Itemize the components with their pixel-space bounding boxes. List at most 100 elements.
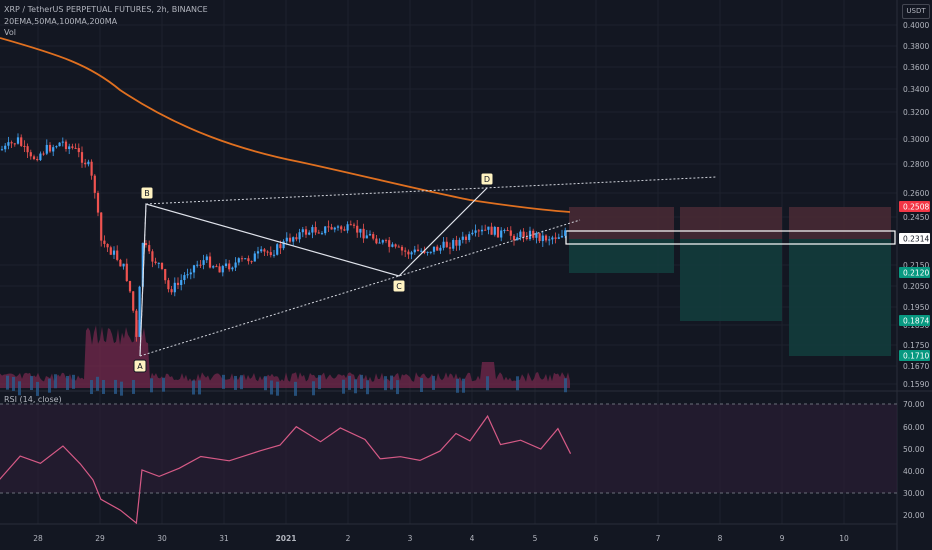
- candle-body: [116, 250, 119, 260]
- volume-histogram: [0, 320, 570, 396]
- upper-trendline[interactable]: [145, 176, 717, 205]
- candle-body: [365, 235, 368, 239]
- candle-body: [68, 146, 71, 150]
- candle-body: [96, 192, 100, 213]
- stop-loss-zone-1[interactable]: [569, 207, 674, 239]
- candle-body: [263, 249, 266, 252]
- candle-body: [560, 235, 564, 238]
- take-profit-zone-2[interactable]: [680, 239, 782, 321]
- price-tag-label: 0.2314: [903, 235, 929, 244]
- volume-bar-up: [390, 375, 393, 390]
- price-tag-label: 0.2120: [903, 269, 929, 278]
- price-axis-label: 0.3000: [903, 135, 929, 144]
- candle-body: [458, 239, 461, 246]
- candle-body: [23, 145, 26, 147]
- candle-body: [381, 240, 384, 243]
- candle-body: [266, 251, 269, 253]
- pattern-point-a[interactable]: A: [133, 359, 147, 373]
- candle-body: [320, 233, 324, 235]
- candle-body: [362, 228, 365, 239]
- currency-badge[interactable]: USDT: [902, 4, 930, 19]
- entry-box[interactable]: [565, 230, 896, 245]
- candle-body: [410, 252, 413, 255]
- candle-body: [167, 280, 170, 290]
- volume-bar-up: [66, 375, 69, 390]
- candle-body: [90, 161, 93, 176]
- pattern-point-b[interactable]: B: [140, 186, 154, 200]
- candle-body: [135, 310, 138, 337]
- candle-body: [372, 234, 375, 239]
- candle-body: [112, 250, 116, 255]
- volume-bar-up: [264, 376, 267, 391]
- candle-body: [423, 250, 426, 253]
- candlesticks: [0, 133, 567, 342]
- candle-body: [180, 280, 183, 285]
- time-axis-label: 30: [157, 534, 167, 543]
- pattern-point-box: [392, 279, 406, 293]
- candle-body: [52, 147, 55, 152]
- rsi-line: [0, 414, 572, 525]
- candle-body: [212, 266, 215, 268]
- candle-body: [551, 237, 554, 240]
- time-axis-label: 5: [533, 534, 538, 543]
- candle-body: [237, 258, 240, 263]
- candle-body: [109, 247, 112, 255]
- candle-body: [196, 264, 199, 266]
- volume-bar-up: [366, 380, 369, 395]
- price-tag-label: 0.1710: [903, 352, 929, 361]
- candle-body: [487, 226, 490, 230]
- time-axis-label: 28: [33, 534, 43, 543]
- price-tag: 0.1710: [899, 350, 930, 361]
- candle-body: [285, 237, 288, 242]
- volume-bar-up: [48, 378, 51, 393]
- candle-body: [484, 229, 487, 231]
- candle-body: [564, 230, 567, 236]
- stop-loss-zone-3[interactable]: [789, 207, 891, 239]
- volume-area: [0, 320, 570, 388]
- candle-body: [164, 269, 167, 281]
- take-profit-zone-3[interactable]: [789, 239, 891, 356]
- volume-bar-up: [240, 375, 243, 390]
- candle-body: [144, 243, 148, 246]
- stop-loss-zone-2[interactable]: [680, 207, 782, 239]
- candle-body: [186, 274, 189, 276]
- abcd-legs[interactable]: [139, 187, 488, 357]
- ab-dotted: [139, 203, 147, 357]
- candle-body: [231, 267, 234, 270]
- candle-body: [407, 251, 410, 255]
- candle-body: [503, 230, 506, 232]
- candle-body: [519, 231, 522, 238]
- candle-body: [240, 258, 244, 260]
- rsi-axis-label: 40.00: [903, 467, 925, 476]
- pattern-point-c[interactable]: C: [392, 279, 406, 293]
- candle-body: [205, 256, 208, 261]
- candle-body: [432, 246, 436, 252]
- candle-body: [464, 236, 468, 240]
- candle-body: [7, 142, 10, 146]
- pattern-point-label: C: [396, 282, 402, 291]
- abcd-pattern-drawing[interactable]: A B C D: [133, 172, 717, 373]
- risk-reward-zones[interactable]: [565, 207, 896, 356]
- candle-body: [340, 226, 343, 230]
- candle-body: [42, 153, 45, 155]
- price-tag-bg: [899, 350, 930, 361]
- volume-bar-up: [354, 379, 357, 394]
- candle-body: [304, 229, 308, 235]
- candle-body: [32, 156, 36, 160]
- volume-bar-up: [318, 375, 321, 390]
- candle-body: [160, 262, 164, 270]
- pattern-point-d[interactable]: D: [480, 172, 494, 186]
- price-axis-label: 0.2050: [903, 282, 929, 291]
- volume-bar-up: [234, 375, 237, 390]
- candle-body: [375, 238, 378, 244]
- price-axis-label: 0.3600: [903, 63, 929, 72]
- candle-body: [26, 146, 29, 153]
- volume-bar-up: [270, 380, 273, 395]
- price-axis-label: 0.1670: [903, 362, 929, 371]
- take-profit-zone-1[interactable]: [569, 239, 674, 273]
- volume-bar-up: [96, 376, 99, 391]
- candle-body: [55, 146, 58, 148]
- lower-trendline[interactable]: [139, 219, 581, 357]
